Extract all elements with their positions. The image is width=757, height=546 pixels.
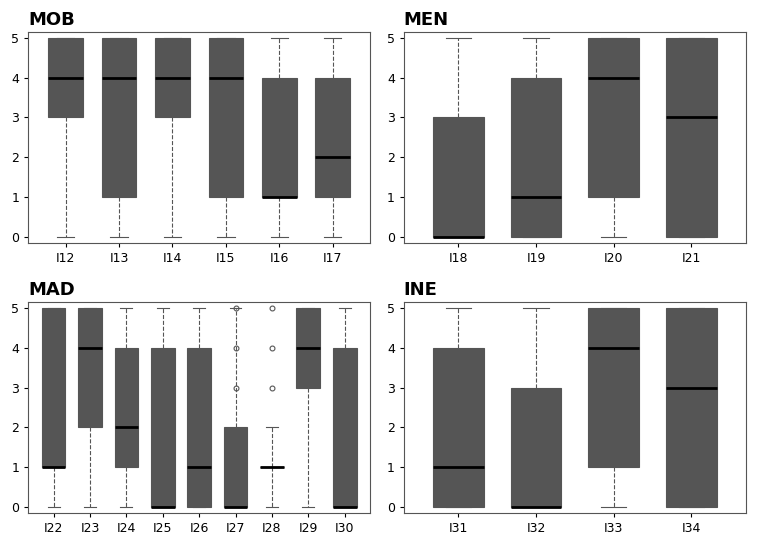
PathPatch shape [588, 308, 639, 467]
PathPatch shape [666, 308, 717, 507]
PathPatch shape [224, 428, 248, 507]
PathPatch shape [48, 38, 83, 117]
Text: MOB: MOB [28, 11, 75, 29]
Text: INE: INE [404, 281, 438, 299]
PathPatch shape [208, 38, 243, 197]
PathPatch shape [297, 308, 320, 388]
PathPatch shape [78, 308, 102, 428]
PathPatch shape [114, 348, 139, 467]
PathPatch shape [155, 38, 190, 117]
PathPatch shape [333, 348, 357, 507]
PathPatch shape [151, 348, 175, 507]
PathPatch shape [262, 78, 297, 197]
PathPatch shape [666, 38, 717, 236]
PathPatch shape [187, 348, 211, 507]
PathPatch shape [588, 38, 639, 197]
PathPatch shape [511, 388, 561, 507]
PathPatch shape [42, 308, 65, 467]
PathPatch shape [101, 38, 136, 197]
PathPatch shape [316, 78, 350, 197]
PathPatch shape [433, 117, 484, 236]
Text: MEN: MEN [404, 11, 449, 29]
Text: MAD: MAD [28, 281, 75, 299]
PathPatch shape [511, 78, 561, 236]
PathPatch shape [433, 348, 484, 507]
